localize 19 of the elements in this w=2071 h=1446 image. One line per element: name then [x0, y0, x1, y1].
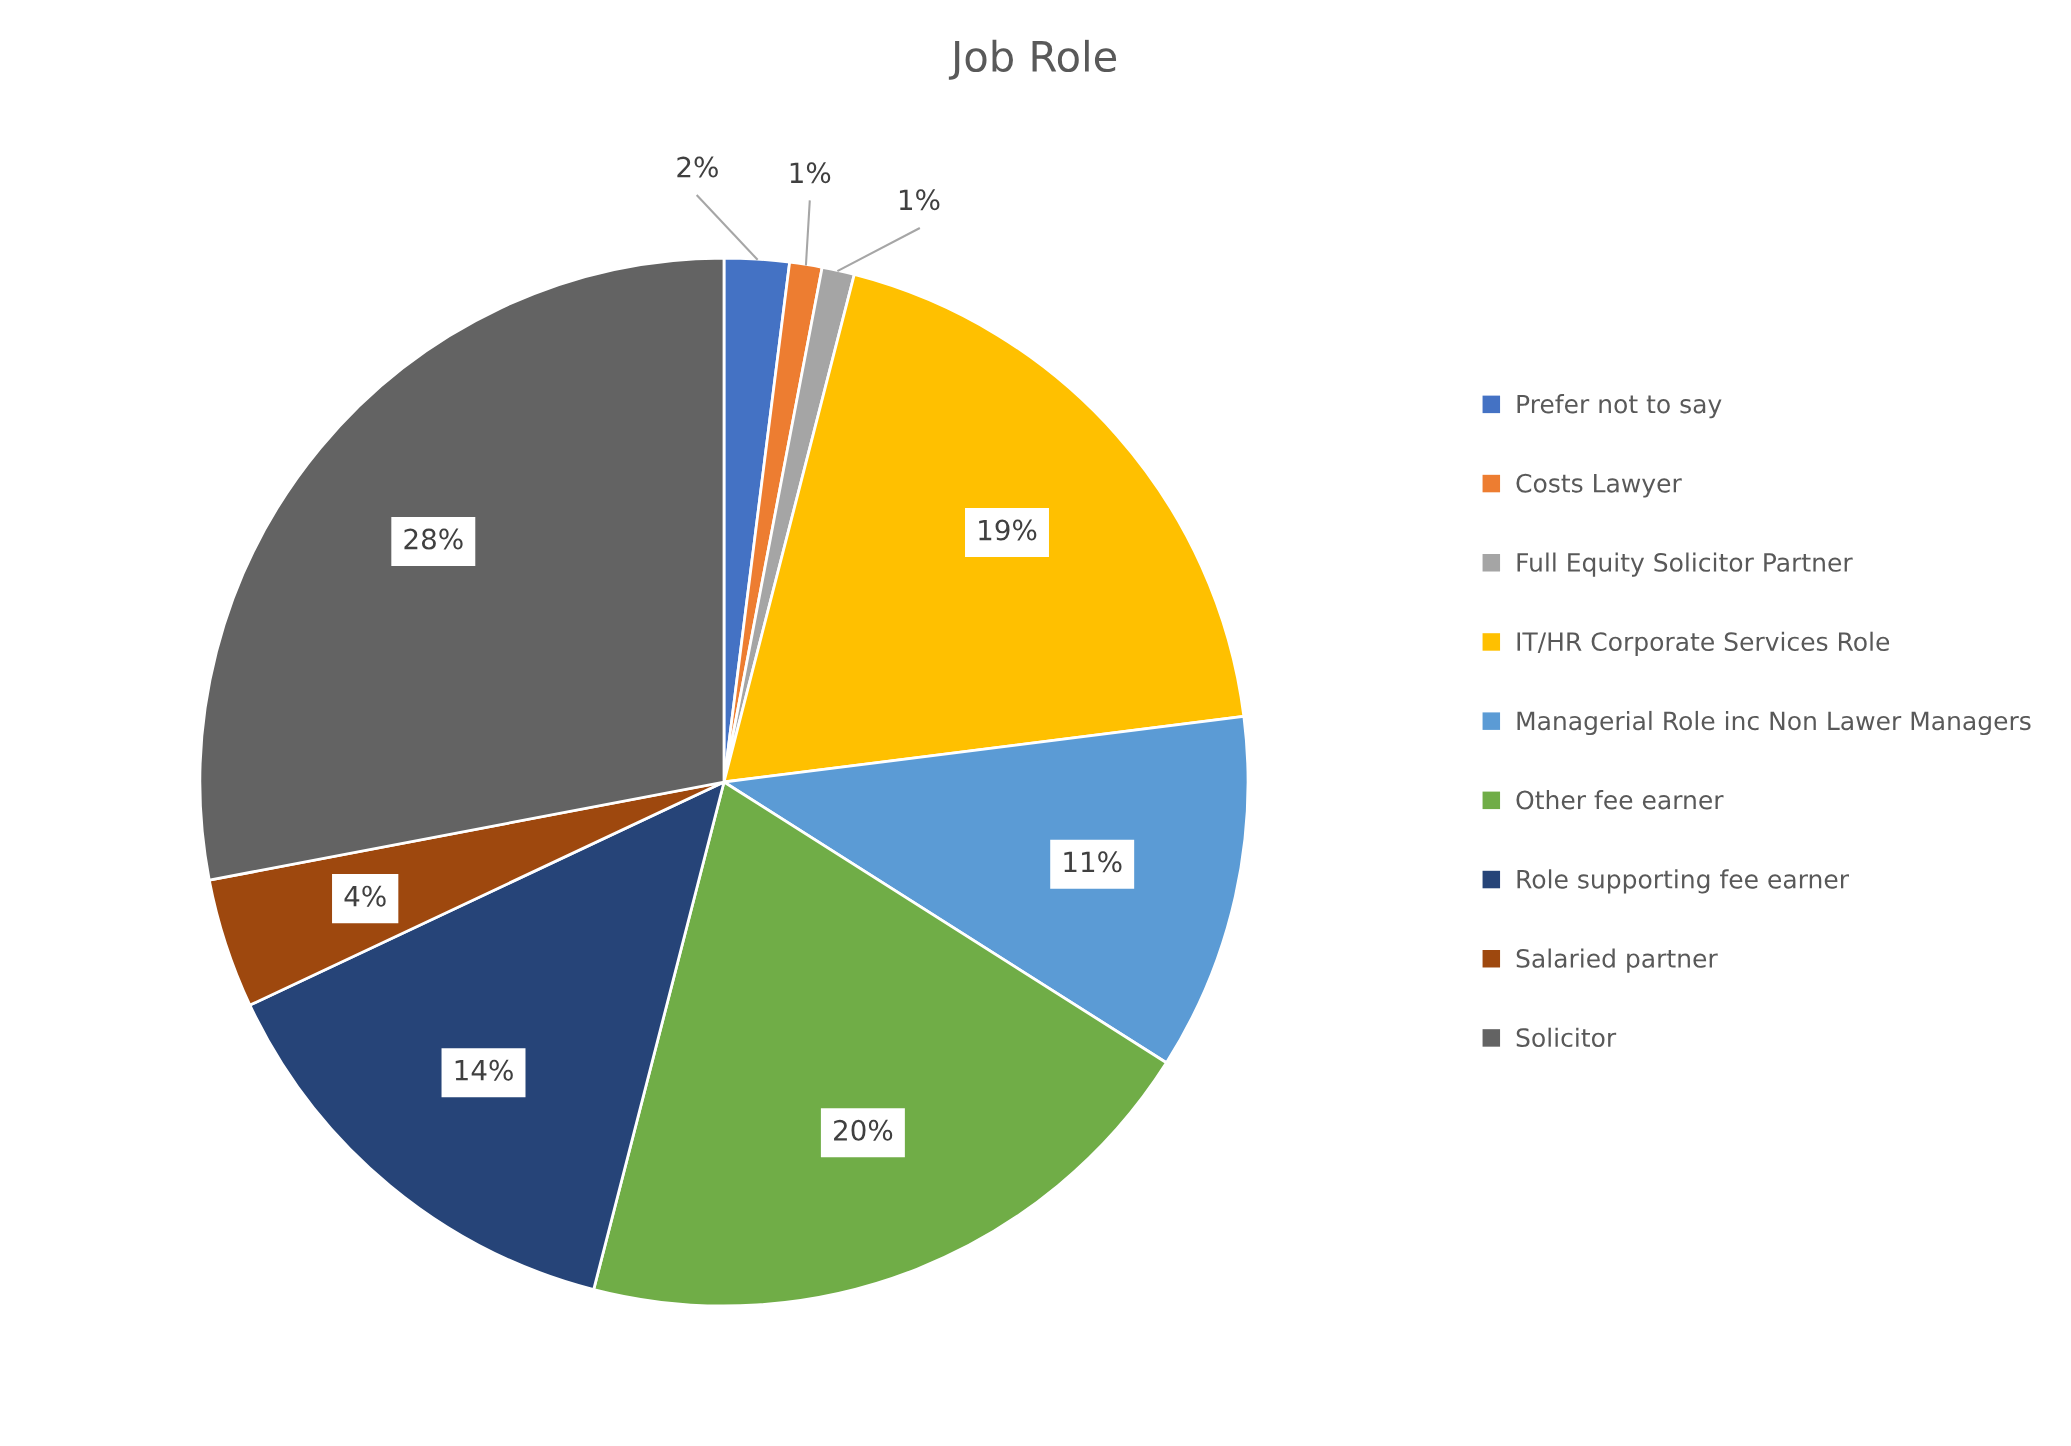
- legend-label: Other fee earner: [1516, 790, 1724, 810]
- legend-label: IT/HR Corporate Services Role: [1517, 631, 1890, 656]
- legend-label: Managerial Role inc Non Lawer Managers: [1517, 710, 2031, 736]
- legend-label: Salaried partner: [1516, 948, 1718, 973]
- data-label: 2%: [677, 156, 718, 178]
- data-label: 11%: [1064, 851, 1122, 873]
- legend-label: Full Equity Solicitor Partner: [1517, 552, 1853, 577]
- legend-label: Prefer not to say: [1517, 394, 1722, 419]
- legend-label: Solicitor: [1516, 1027, 1617, 1048]
- data-label: 20%: [834, 1119, 893, 1141]
- legend-label: Costs Lawyer: [1516, 473, 1682, 498]
- data-label: 14%: [455, 1059, 513, 1081]
- data-label: 1%: [790, 162, 831, 184]
- chart-title: Job Role: [948, 39, 1117, 80]
- legend-label: Role supporting fee earner: [1517, 869, 1850, 894]
- data-label: 19%: [979, 519, 1037, 541]
- data-label: 28%: [404, 528, 463, 550]
- data-label: 4%: [344, 885, 386, 907]
- data-label: 1%: [899, 189, 940, 211]
